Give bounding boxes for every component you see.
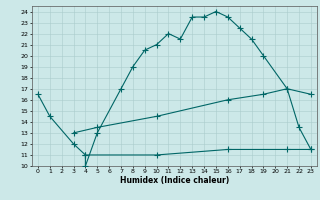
X-axis label: Humidex (Indice chaleur): Humidex (Indice chaleur) [120,176,229,185]
